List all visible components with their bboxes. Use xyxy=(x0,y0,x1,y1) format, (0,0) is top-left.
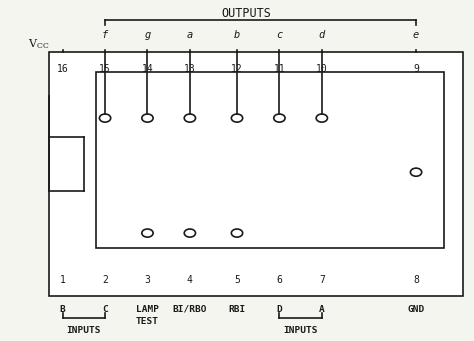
Text: A: A xyxy=(319,305,325,314)
Text: LAMP: LAMP xyxy=(136,305,159,314)
Text: 9: 9 xyxy=(413,64,419,74)
Text: 16: 16 xyxy=(57,64,69,74)
Text: GND: GND xyxy=(408,305,425,314)
Text: 1: 1 xyxy=(60,276,65,285)
Text: B: B xyxy=(60,305,65,314)
Text: INPUTS: INPUTS xyxy=(283,326,318,335)
Text: D: D xyxy=(276,305,283,314)
Text: 6: 6 xyxy=(276,276,283,285)
Text: 15: 15 xyxy=(99,64,111,74)
Text: d: d xyxy=(319,30,325,40)
Text: 12: 12 xyxy=(231,64,243,74)
Bar xyxy=(96,72,444,248)
Text: g: g xyxy=(145,30,151,40)
Text: TEST: TEST xyxy=(136,316,159,326)
Text: RBI: RBI xyxy=(228,305,246,314)
Text: a: a xyxy=(187,30,193,40)
Text: 8: 8 xyxy=(413,276,419,285)
Text: 14: 14 xyxy=(142,64,154,74)
Bar xyxy=(48,52,463,296)
Text: $\mathregular{V_{CC}}$: $\mathregular{V_{CC}}$ xyxy=(28,37,50,50)
Text: BI/RBO: BI/RBO xyxy=(173,305,207,314)
Text: 2: 2 xyxy=(102,276,108,285)
Text: f: f xyxy=(102,30,108,40)
Text: 4: 4 xyxy=(187,276,193,285)
Text: 13: 13 xyxy=(184,64,196,74)
Text: C: C xyxy=(102,305,108,314)
Text: INPUTS: INPUTS xyxy=(67,326,101,335)
Text: b: b xyxy=(234,30,240,40)
Text: 10: 10 xyxy=(316,64,328,74)
Text: 7: 7 xyxy=(319,276,325,285)
Text: c: c xyxy=(276,30,283,40)
Text: 5: 5 xyxy=(234,276,240,285)
Text: 11: 11 xyxy=(273,64,285,74)
Text: OUTPUTS: OUTPUTS xyxy=(221,7,271,20)
Text: e: e xyxy=(413,30,419,40)
Text: 3: 3 xyxy=(145,276,150,285)
